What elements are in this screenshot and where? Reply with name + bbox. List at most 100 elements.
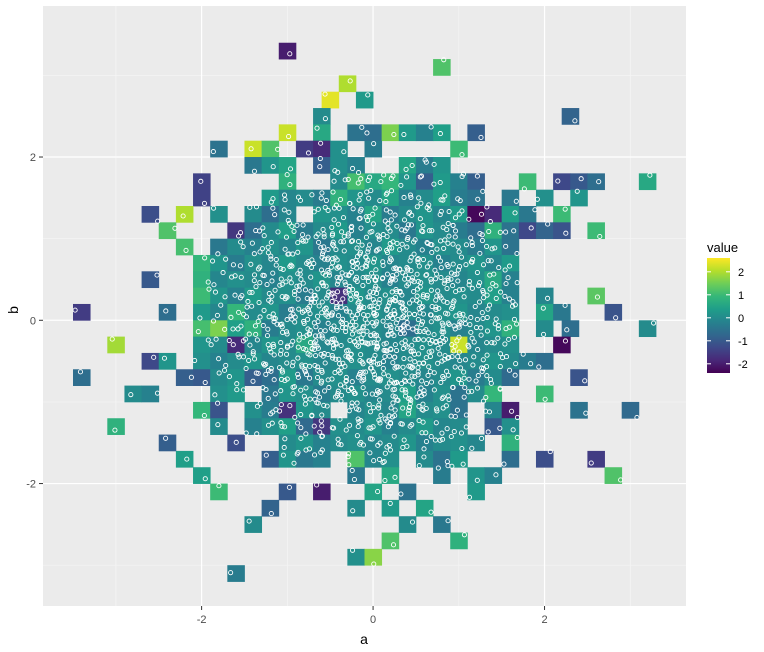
scatter-point xyxy=(502,267,508,273)
scatter-point xyxy=(437,238,444,244)
scatter-point xyxy=(437,437,443,443)
scatter-point xyxy=(283,294,289,300)
scatter-point xyxy=(368,303,374,309)
scatter-point xyxy=(371,340,377,346)
heatmap-tile xyxy=(330,418,348,435)
scatter-point xyxy=(484,243,490,249)
scatter-point xyxy=(295,449,301,455)
heatmap-tile xyxy=(535,189,554,207)
heatmap-tile xyxy=(484,467,503,484)
scatter-point xyxy=(389,273,396,279)
heatmap-tile xyxy=(570,173,588,191)
heatmap-tile xyxy=(553,173,571,191)
scatter-point xyxy=(382,292,388,298)
scatter-point xyxy=(213,336,219,342)
scatter-point xyxy=(257,249,263,255)
scatter-point xyxy=(484,292,490,298)
heatmap-tile xyxy=(398,189,417,207)
y-tick-label: -2 xyxy=(26,479,36,491)
scatter-point xyxy=(370,369,376,375)
scatter-point xyxy=(238,274,244,280)
scatter-point xyxy=(365,257,371,263)
heatmap-tile xyxy=(278,320,297,338)
scatter-point xyxy=(240,354,247,360)
heatmap-tile xyxy=(278,173,297,191)
heatmap-tile xyxy=(107,418,125,435)
scatter-point xyxy=(289,223,295,229)
scatter-point xyxy=(387,228,393,234)
scatter-point xyxy=(479,238,485,244)
scatter-point xyxy=(251,278,257,284)
scatter-point xyxy=(299,364,305,370)
scatter-point xyxy=(302,369,308,375)
scatter-point xyxy=(484,373,490,379)
scatter-point xyxy=(470,362,476,368)
heatmap-tile xyxy=(227,287,245,305)
scatter-point xyxy=(319,434,325,440)
scatter-point xyxy=(309,413,315,419)
scatter-point xyxy=(346,287,352,293)
scatter-point xyxy=(334,265,340,271)
scatter-point xyxy=(582,378,588,384)
scatter-point xyxy=(298,411,304,418)
scatter-point xyxy=(414,329,420,335)
y-axis: -2 0 2 xyxy=(26,152,43,491)
heatmap-tile xyxy=(398,124,417,142)
scatter-point xyxy=(315,231,321,237)
scatter-point xyxy=(392,365,398,371)
scatter-point xyxy=(367,242,373,248)
scatter-point xyxy=(372,277,378,283)
scatter-point xyxy=(456,349,462,355)
scatter-point xyxy=(72,307,78,313)
scatter-point xyxy=(308,274,314,280)
scatter-point xyxy=(350,508,356,514)
scatter-point xyxy=(318,140,324,146)
scatter-point xyxy=(358,296,364,302)
x-axis-title: a xyxy=(360,631,368,647)
scatter-point xyxy=(475,196,481,202)
scatter-point xyxy=(613,315,619,321)
scatter-point xyxy=(369,391,375,397)
scatter-point xyxy=(379,276,386,282)
scatter-point xyxy=(356,170,362,176)
scatter-point xyxy=(347,309,353,315)
heatmap-tile xyxy=(535,222,554,240)
scatter-point xyxy=(435,254,442,260)
scatter-point xyxy=(562,338,568,344)
scatter-point xyxy=(315,364,321,370)
scatter-point xyxy=(270,196,276,202)
scatter-point xyxy=(437,315,443,321)
heatmap-tile xyxy=(450,418,468,435)
scatter-point xyxy=(303,238,309,244)
scatter-point xyxy=(450,384,456,390)
scatter-point xyxy=(374,319,380,325)
scatter-point xyxy=(425,372,431,379)
scatter-point xyxy=(421,337,427,343)
scatter-point xyxy=(376,456,383,463)
scatter-point xyxy=(362,391,369,397)
scatter-point xyxy=(330,239,336,245)
scatter-point xyxy=(404,344,410,350)
scatter-point xyxy=(350,264,356,270)
scatter-point xyxy=(509,408,515,414)
scatter-point xyxy=(372,286,378,292)
scatter-point xyxy=(394,289,400,295)
scatter-point xyxy=(427,353,434,359)
scatter-point xyxy=(433,339,439,345)
heatmap-tile xyxy=(398,320,417,338)
scatter-point xyxy=(458,430,465,436)
heatmap-tile xyxy=(381,434,400,452)
heatmap-tile xyxy=(295,140,314,158)
scatter-point xyxy=(419,247,425,253)
scatter-point xyxy=(306,307,312,313)
scatter-point xyxy=(409,212,415,218)
scatter-point xyxy=(405,411,412,417)
scatter-point xyxy=(282,246,288,252)
scatter-point xyxy=(329,224,335,230)
scatter-point xyxy=(434,408,440,414)
scatter-point xyxy=(286,251,292,257)
scatter-point xyxy=(325,207,331,214)
heatmap-tile xyxy=(467,369,485,386)
scatter-point xyxy=(215,251,221,257)
scatter-point xyxy=(271,377,277,383)
